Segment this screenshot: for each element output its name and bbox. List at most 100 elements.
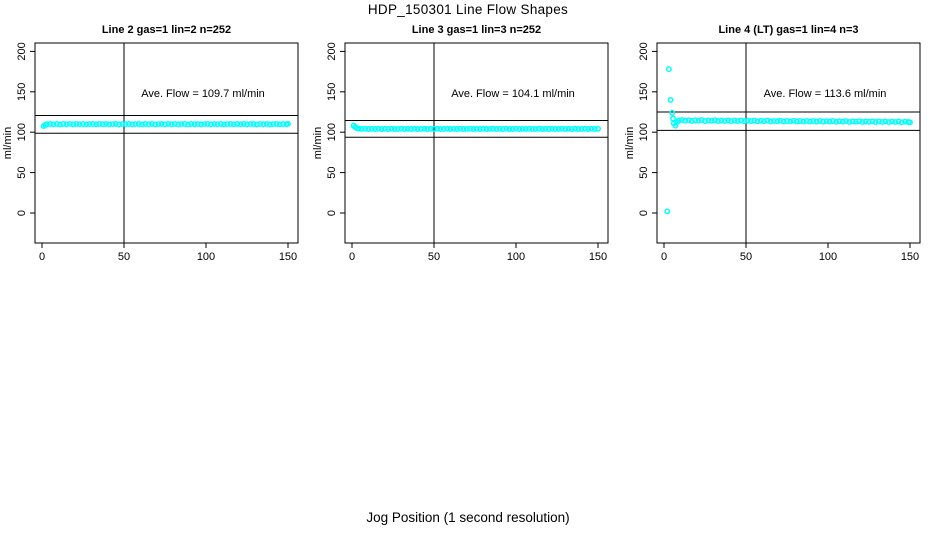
data-point (591, 126, 598, 132)
data-point (522, 126, 529, 132)
data-point (757, 117, 764, 124)
data-point (565, 125, 572, 132)
y-tick-label: 200 (326, 42, 338, 60)
data-point (907, 119, 913, 126)
data-point (129, 121, 136, 128)
data-point (705, 117, 712, 124)
x-tick-label: 100 (507, 251, 525, 263)
data-point (89, 121, 96, 127)
data-point (53, 121, 60, 127)
data-point (230, 121, 237, 128)
data-point (467, 125, 474, 132)
y-axis-label: ml/min (2, 127, 14, 159)
data-points (664, 66, 913, 215)
data-point (741, 118, 748, 125)
data-point (856, 118, 863, 125)
data-point (875, 118, 882, 125)
data-point (285, 120, 291, 127)
data-point (253, 121, 260, 128)
data-point (797, 118, 804, 124)
data-point (731, 117, 738, 124)
data-point (670, 115, 676, 122)
data-point (711, 117, 718, 124)
x-tick-label: 100 (819, 251, 837, 263)
data-point (675, 117, 682, 124)
data-point (803, 117, 810, 124)
data-point (895, 118, 902, 125)
data-point (57, 121, 63, 128)
data-point (240, 121, 247, 127)
data-point (63, 121, 70, 128)
data-point (372, 126, 378, 132)
data-point (437, 126, 444, 132)
data-point (267, 121, 273, 128)
data-point (572, 125, 578, 132)
data-point (872, 119, 879, 125)
y-tick-label: 0 (16, 210, 28, 216)
data-point (463, 125, 470, 132)
data-point (398, 125, 405, 132)
data-point (542, 125, 549, 132)
data-point (385, 126, 392, 132)
data-point (725, 117, 731, 124)
data-point (162, 121, 168, 128)
data-point (66, 120, 73, 127)
data-point (784, 118, 790, 124)
data-point (882, 118, 889, 125)
data-point (388, 125, 395, 132)
data-point (70, 121, 77, 128)
data-point (155, 121, 162, 128)
data-point (807, 118, 813, 125)
data-point (60, 121, 67, 127)
data-point (50, 121, 57, 128)
data-point (575, 126, 582, 132)
data-point (99, 121, 106, 128)
data-point (585, 126, 592, 132)
data-point (434, 125, 441, 132)
data-point (665, 66, 672, 73)
data-point (83, 121, 90, 128)
data-point (503, 125, 510, 132)
y-axis-label: ml/min (312, 127, 324, 159)
data-point (664, 208, 671, 215)
data-point (734, 118, 741, 124)
data-point (496, 125, 503, 132)
y-tick-label: 150 (638, 83, 650, 101)
panel-3: Line 4 (LT) gas=1 lin=4 n=3 0 50 100 150 0 50 1… (624, 24, 921, 263)
x-tick-label: 50 (428, 251, 440, 263)
data-point (194, 121, 201, 127)
data-point (145, 121, 152, 128)
data-point (774, 118, 781, 125)
data-point (885, 119, 892, 126)
data-point (780, 118, 787, 125)
data-point (106, 121, 113, 128)
y-axis-label: ml/min (624, 127, 636, 159)
data-point (519, 125, 526, 132)
data-point (747, 118, 754, 124)
data-point (457, 125, 464, 132)
panel-title: Line 2 gas=1 lin=2 n=252 (102, 24, 231, 36)
data-point (679, 117, 685, 124)
data-point (119, 121, 126, 127)
data-point (417, 125, 424, 132)
x-tick-label: 50 (118, 251, 130, 263)
data-point (823, 118, 830, 125)
x-tick-label: 150 (279, 251, 297, 263)
x-tick-label: 150 (589, 251, 607, 263)
data-point (211, 121, 218, 127)
data-point (168, 121, 175, 128)
data-point (849, 118, 856, 125)
plot-box (344, 42, 609, 244)
data-point (754, 118, 761, 125)
data-point (751, 117, 758, 124)
data-point (721, 117, 728, 124)
y-tick-label: 100 (638, 123, 650, 141)
data-point (539, 126, 546, 132)
ave-flow-annotation: Ave. Flow = 113.6 ml/min (764, 88, 887, 100)
data-point (276, 121, 283, 128)
data-point (273, 121, 280, 127)
data-point (460, 126, 467, 132)
data-point (532, 125, 539, 132)
data-point (529, 126, 536, 132)
data-point (221, 121, 227, 128)
